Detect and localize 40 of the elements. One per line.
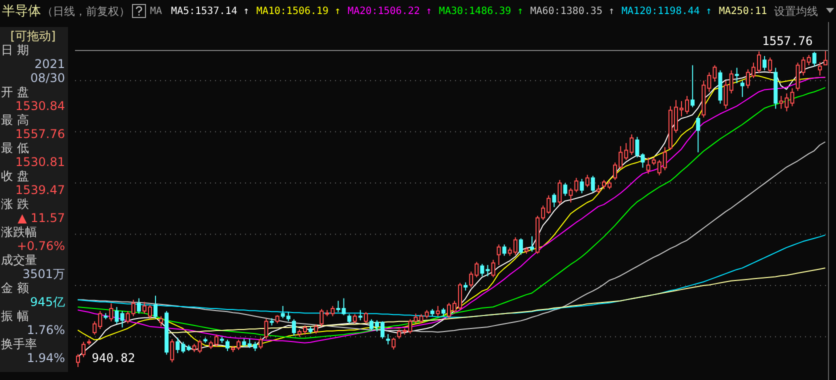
text: 日 期 — [1, 43, 30, 57]
text: MA20:1506.22 ↑ — [348, 6, 432, 16]
text: ▲ 11.57 — [16, 211, 65, 225]
text: MA120:1198.44 ↑ — [622, 6, 712, 16]
text: 2021 — [33, 57, 65, 71]
text: MA60:1380.35 ↑ — [530, 6, 615, 16]
legend-title: MA — [150, 6, 162, 16]
candlestick — [154, 295, 158, 320]
text: MA250:11 — [718, 6, 767, 16]
text: MA5:1537.14 ↑ — [171, 6, 250, 16]
text: 设置均线 — [774, 4, 818, 18]
text: +0.76% — [16, 239, 65, 253]
annotation: 940.82 — [92, 351, 136, 365]
text: 3501万 — [21, 267, 65, 281]
text: 1.94% — [26, 351, 65, 365]
text: 开 盘 — [1, 85, 30, 99]
text: 涨跌幅 — [1, 225, 38, 239]
text: 1557.76 — [14, 127, 65, 141]
candlestick — [646, 156, 650, 174]
chart-title: 半导体 — [2, 3, 41, 20]
text: 金 额 — [1, 281, 30, 295]
text: 最 高 — [1, 113, 30, 127]
text: 最 低 — [1, 141, 30, 155]
candlestick — [170, 338, 174, 363]
text: 945亿 — [29, 295, 65, 309]
text: 涨 跌 — [1, 197, 30, 211]
text: 成交量 — [1, 253, 38, 267]
text: 1530.84 — [14, 99, 65, 113]
text: 1539.47 — [14, 183, 65, 197]
text: 收 盘 — [1, 169, 30, 183]
text: 振 幅 — [1, 309, 30, 323]
text: 1557.76 — [762, 34, 813, 48]
text: MA30:1486.39 ↑ — [438, 6, 524, 16]
text: 换手率 — [1, 337, 38, 351]
text: 08/30 — [29, 71, 65, 85]
chart-subtitle: （日线，前复权） — [42, 4, 130, 18]
text: [可拖动] — [9, 29, 57, 43]
text: 1.76% — [26, 323, 65, 337]
text: MA10:1506.19 ↑ — [256, 6, 341, 16]
text: 1530.81 — [14, 155, 65, 169]
